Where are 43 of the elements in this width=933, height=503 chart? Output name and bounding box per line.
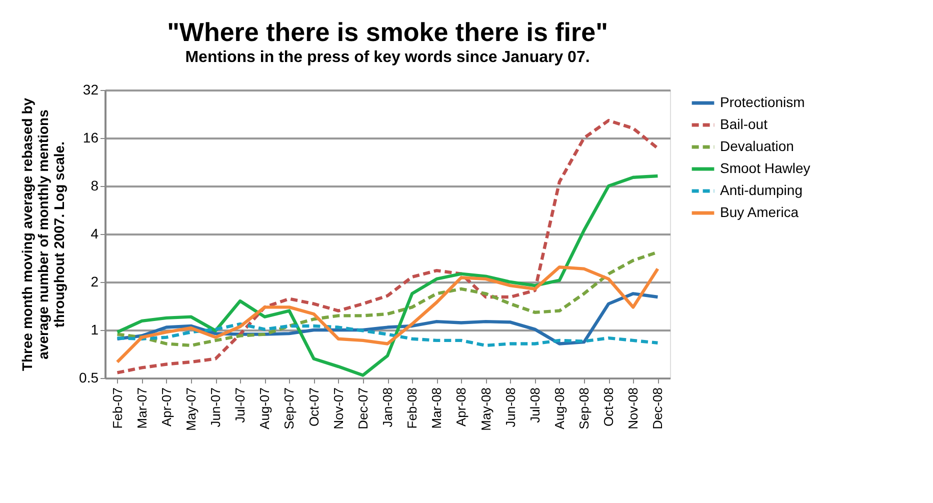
line-series	[116, 174, 660, 377]
x-tick-label: Aug-08	[552, 388, 567, 430]
x-tick-label: Feb-07	[110, 388, 125, 429]
chart-subtitle: Mentions in the press of key words since January 07.	[185, 49, 590, 66]
y-tick-label: 0.5	[79, 370, 99, 386]
x-tick-label: May-08	[478, 388, 494, 431]
x-tick-label: Apr-07	[158, 388, 174, 427]
legend-label: Smoot Hawley	[720, 160, 810, 176]
legend-label: Buy America	[720, 204, 799, 220]
x-tick-label: Dec-07	[355, 388, 370, 430]
y-tick-label: 1	[90, 322, 99, 338]
x-tick-label: Sep-08	[576, 388, 592, 430]
x-tick-label: Feb-08	[404, 388, 420, 429]
x-tick-label: Nov-07	[330, 388, 346, 430]
x-tick-label: Oct-07	[306, 388, 322, 427]
y-axis-title: Three month moving average rebased by average number of monthly mentions throughout 2007. Log scale.	[19, 98, 68, 372]
y-tick-label: 8	[90, 178, 99, 194]
x-tick-label: Mar-08	[429, 388, 444, 429]
legend-label: Devaluation	[720, 138, 794, 154]
x-tick-label: Jun-08	[502, 388, 518, 428]
y-tick-label: 4	[90, 226, 99, 242]
x-tick-label: Jun-07	[208, 388, 224, 428]
x-tick-label: May-07	[183, 388, 198, 431]
legend-label: Anti-dumping	[720, 182, 802, 198]
chart-title: "Where there is smoke there is fire"	[167, 17, 608, 47]
x-tick-label: Sep-07	[282, 388, 297, 430]
line-series	[116, 322, 660, 348]
x-tick-label: Jul-08	[527, 388, 542, 423]
x-tick-label: Aug-07	[257, 388, 272, 430]
x-tick-label: Jul-07	[232, 388, 248, 423]
y-tick-label: 32	[82, 82, 99, 98]
y-tick-label: 16	[82, 130, 99, 146]
x-tick-label: Mar-07	[134, 388, 150, 429]
x-tick-label: Oct-08	[601, 388, 616, 427]
line-series	[116, 266, 660, 364]
y-tick-label: 2	[90, 274, 99, 290]
x-tick-label: Jan-08	[380, 388, 395, 428]
x-tick-label: Apr-08	[454, 388, 469, 427]
line-series	[116, 118, 660, 374]
x-tick-label: Dec-08	[650, 388, 666, 430]
legend-label: Protectionism	[720, 94, 805, 110]
legend-label: Bail-out	[720, 116, 768, 132]
x-tick-label: Nov-08	[626, 388, 641, 430]
